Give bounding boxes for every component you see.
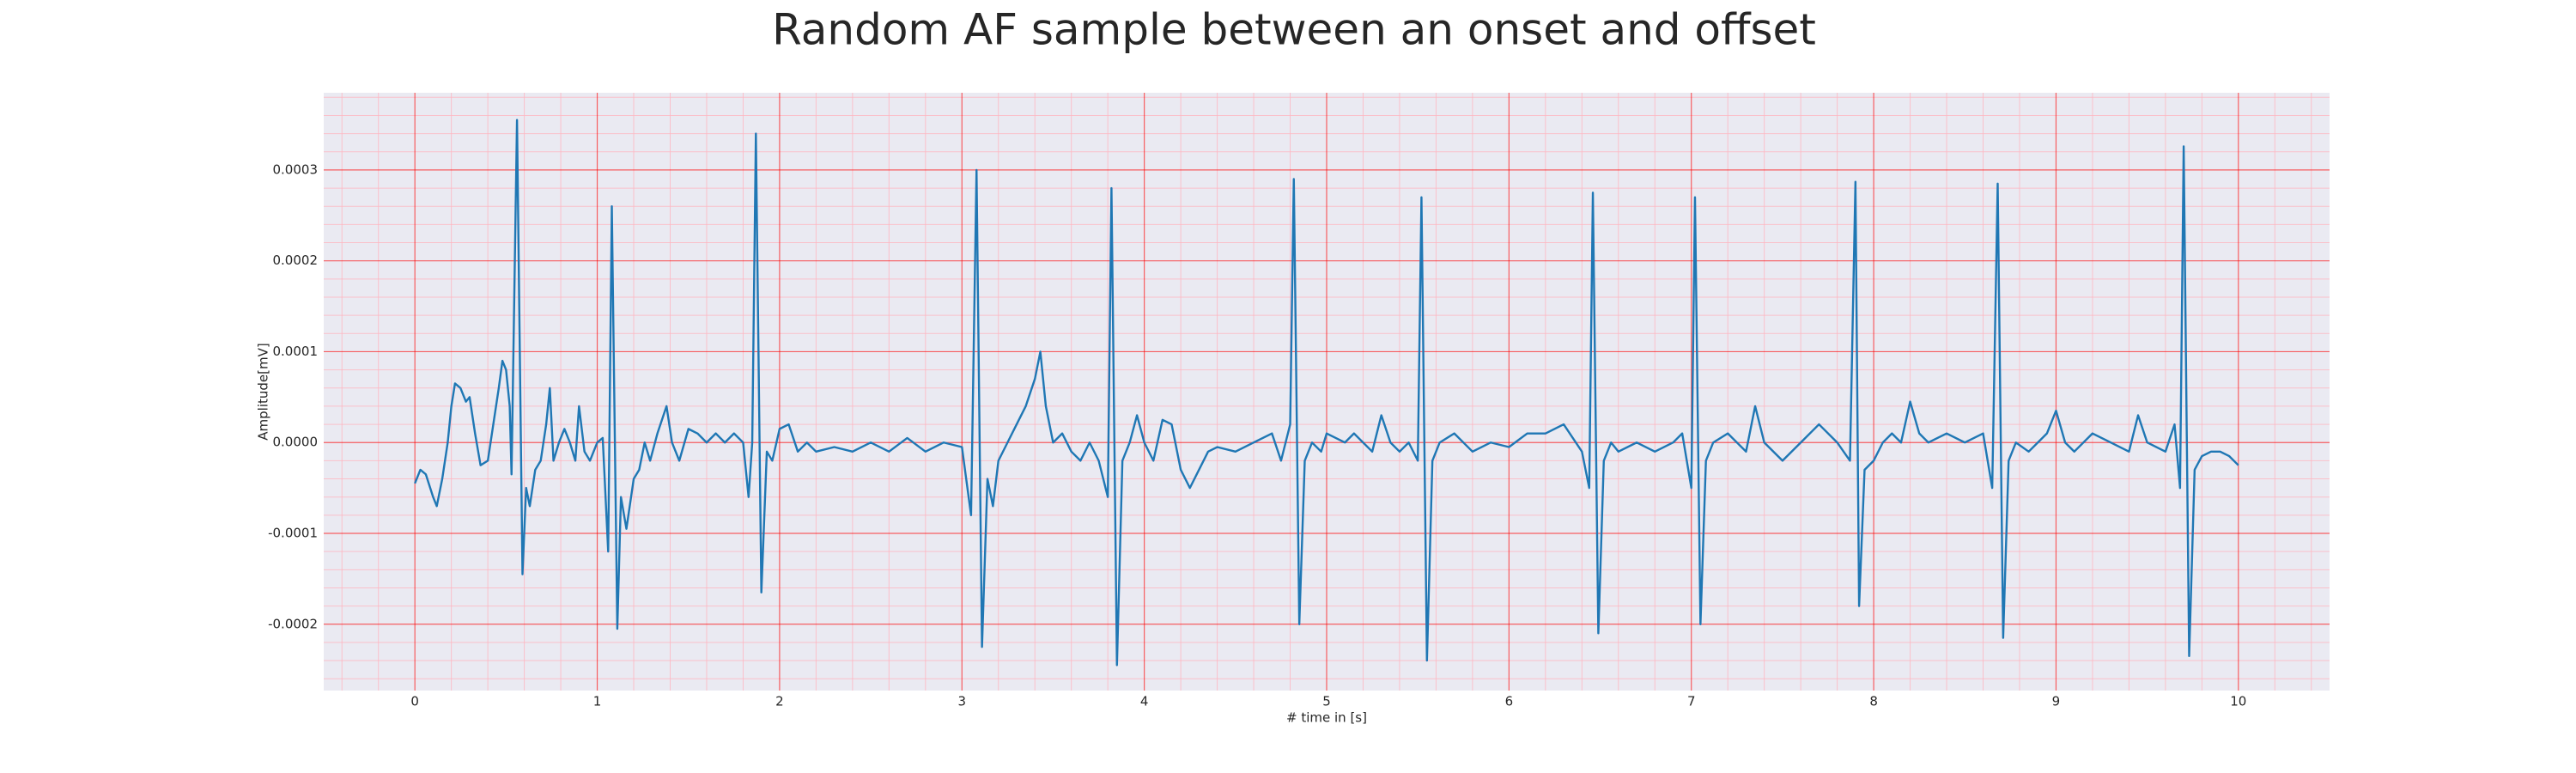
x-tick-label: 1 <box>593 694 602 709</box>
x-axis-label: # time in [s] <box>1286 710 1367 726</box>
x-tick-label: 0 <box>410 694 419 709</box>
marks <box>414 119 2239 666</box>
y-tick-label: 0.0000 <box>273 435 319 450</box>
x-tick-label: 8 <box>1869 694 1878 709</box>
x-tick-label: 5 <box>1322 694 1331 709</box>
x-tick-label: 3 <box>957 694 966 709</box>
y-tick-label: 0.0001 <box>273 344 319 359</box>
grid <box>324 93 2330 691</box>
y-tick-label: -0.0002 <box>268 616 318 631</box>
y-axis-label: Amplitude[mV] <box>256 343 271 440</box>
chart-title: Random AF sample between an onset and of… <box>772 5 1816 55</box>
y-tick-label: 0.0002 <box>273 253 319 268</box>
x-tick-label: 9 <box>2052 694 2061 709</box>
x-tick-label: 2 <box>775 694 784 709</box>
x-tick-label: 10 <box>2230 694 2246 709</box>
series-line <box>414 119 2239 666</box>
y-tick-label: 0.0003 <box>273 161 319 177</box>
x-tick-label: 4 <box>1140 694 1149 709</box>
y-tick-label: -0.0001 <box>268 526 318 541</box>
x-tick-label: 6 <box>1505 694 1514 709</box>
x-tick-label: 7 <box>1687 694 1696 709</box>
